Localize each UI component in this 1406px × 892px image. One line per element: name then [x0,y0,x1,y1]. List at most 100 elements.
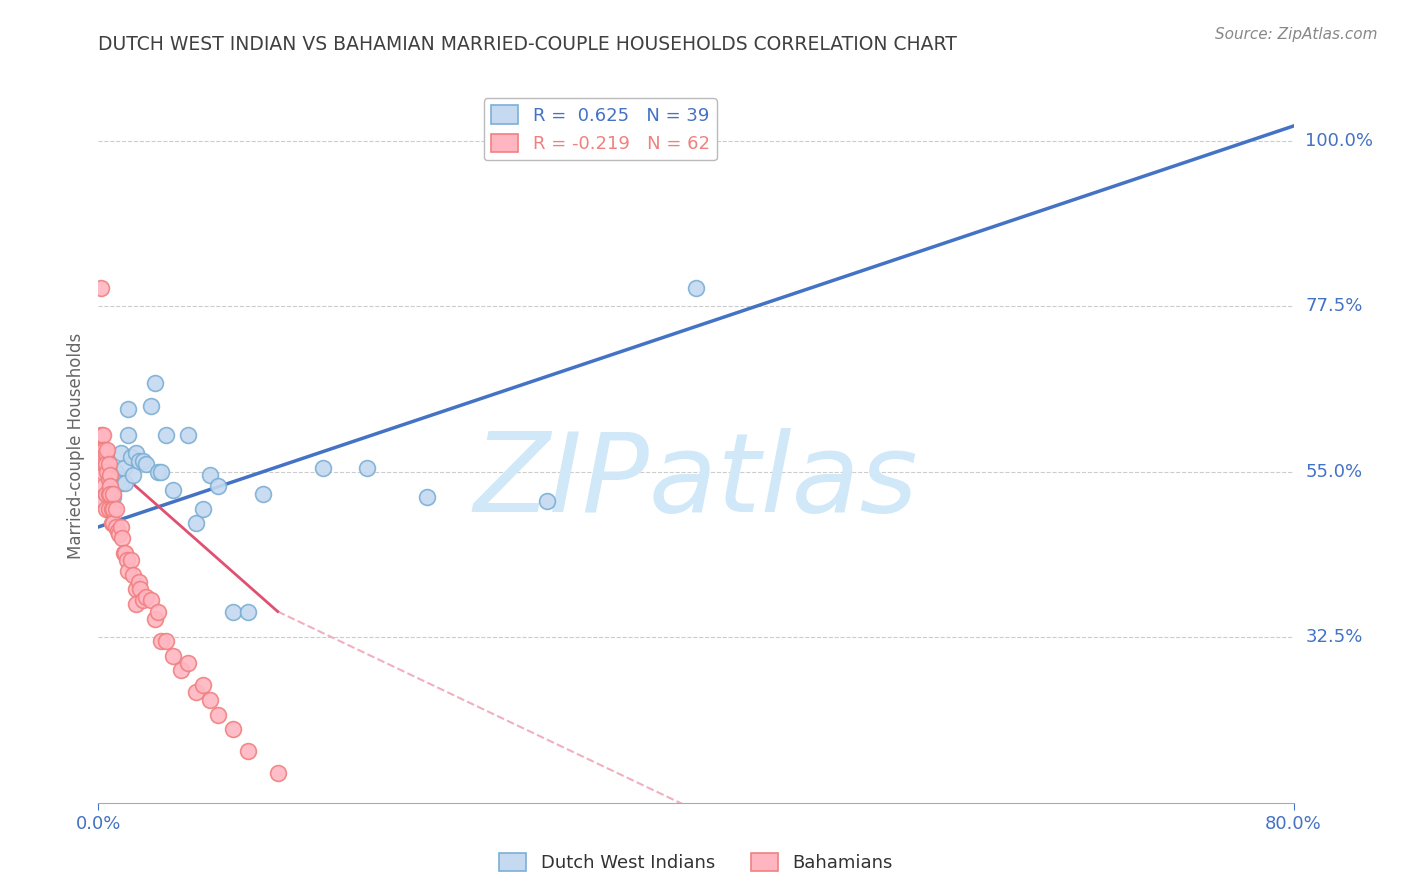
Point [90,428,112,442]
Point [162,483,184,497]
Point [94,458,117,472]
Point [90,281,112,295]
Point [112,461,135,475]
Point [101,501,124,516]
Point [148,465,170,479]
Point [155,428,177,442]
Point [162,648,184,663]
Point [97,472,120,486]
Point [101,487,124,501]
Point [96,465,118,479]
Point [685,281,707,295]
Point [207,479,229,493]
Point [97,487,120,501]
Point [121,567,143,582]
Point [103,501,125,516]
Point [132,453,155,467]
Point [125,597,148,611]
Point [416,491,439,505]
Point [97,458,120,472]
Point [93,494,115,508]
Point [132,593,155,607]
Point [93,458,115,472]
Point [117,402,139,417]
Point [97,501,120,516]
Point [191,678,214,692]
Point [143,612,166,626]
Point [128,575,150,590]
Point [98,468,122,483]
Point [103,516,125,531]
Point [222,723,245,737]
Point [110,475,132,490]
Point [91,442,114,457]
Point [139,593,162,607]
Point [267,766,290,780]
Point [93,442,115,457]
Point [120,450,142,464]
Text: Source: ZipAtlas.com: Source: ZipAtlas.com [1215,27,1378,42]
Point [96,442,118,457]
Point [91,450,114,464]
Point [150,465,173,479]
Point [135,458,157,472]
Text: DUTCH WEST INDIAN VS BAHAMIAN MARRIED-COUPLE HOUSEHOLDS CORRELATION CHART: DUTCH WEST INDIAN VS BAHAMIAN MARRIED-CO… [98,35,957,54]
Point [112,546,135,560]
Point [97,501,120,516]
Point [98,487,122,501]
Point [177,428,200,442]
Point [105,501,128,516]
Point [90,442,112,457]
Point [356,461,378,475]
Point [191,501,214,516]
Point [120,553,142,567]
Point [236,605,259,619]
Text: 100.0%: 100.0% [1305,132,1374,150]
Point [200,693,222,707]
Text: 77.5%: 77.5% [1305,297,1362,315]
Point [91,428,114,442]
Point [91,491,114,505]
Point [184,516,207,531]
Point [169,664,191,678]
Point [139,399,162,413]
Point [125,582,148,597]
Y-axis label: Married-couple Households: Married-couple Households [66,333,84,559]
Point [98,479,122,493]
Point [94,501,117,516]
Point [117,428,139,442]
Point [117,564,139,578]
Text: 32.5%: 32.5% [1305,628,1362,647]
Point [207,707,229,722]
Point [98,475,122,490]
Point [94,446,117,460]
Point [114,475,136,490]
Point [155,634,177,648]
Point [252,487,274,501]
Point [105,465,128,479]
Point [101,516,124,531]
Point [121,468,143,483]
Point [110,520,132,534]
Point [91,465,114,479]
Point [148,605,170,619]
Text: ZIPatlas: ZIPatlas [474,428,918,535]
Point [94,487,117,501]
Point [184,685,207,699]
Point [107,524,129,538]
Point [311,461,333,475]
Legend: Dutch West Indians, Bahamians: Dutch West Indians, Bahamians [492,846,900,880]
Point [129,582,152,597]
Point [105,520,128,534]
Point [103,487,125,501]
Point [110,446,132,460]
Point [93,479,115,493]
Point [128,453,150,467]
Point [135,590,157,604]
Point [177,656,200,670]
Point [108,527,131,541]
Point [143,376,166,391]
Point [236,744,259,758]
Text: 55.0%: 55.0% [1305,463,1362,481]
Point [111,531,134,545]
